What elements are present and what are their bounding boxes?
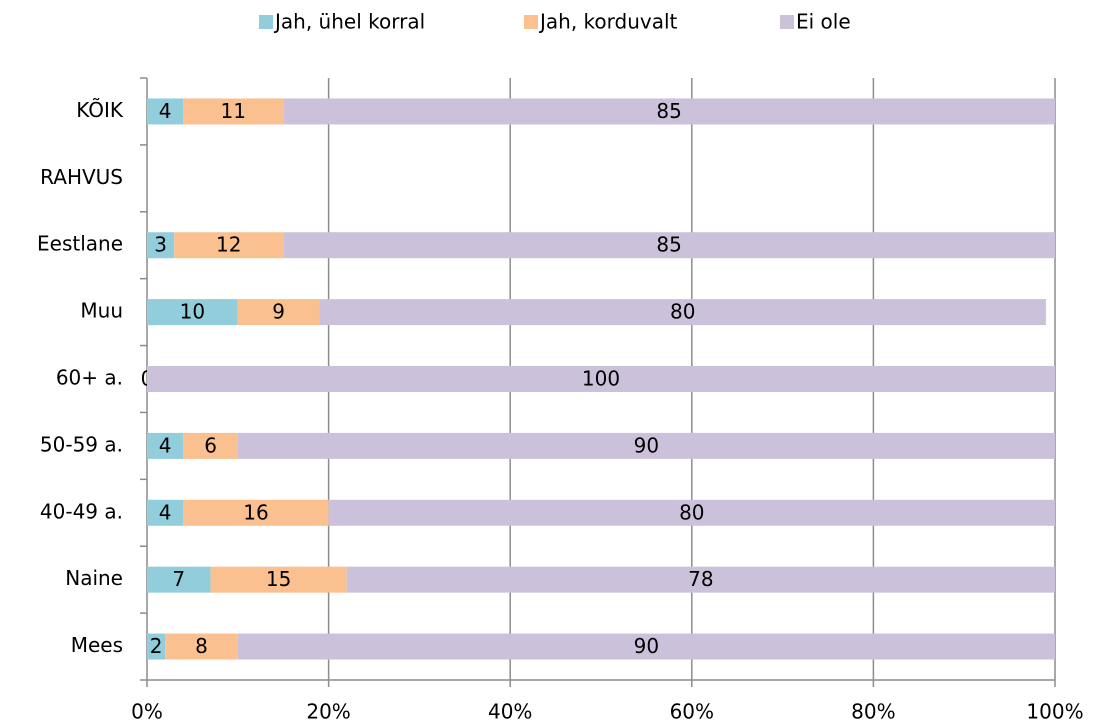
data-label: 10	[180, 300, 205, 324]
legend-label: Jah, ühel korral	[273, 10, 425, 34]
data-label: 85	[656, 99, 681, 123]
data-label: 2	[150, 634, 163, 658]
bar-segment	[147, 366, 1055, 392]
x-tick-label: 40%	[488, 700, 532, 724]
data-label: 100	[582, 367, 620, 391]
data-label: 85	[656, 233, 681, 257]
x-tick-label: 80%	[851, 700, 895, 724]
bar-segment	[237, 633, 1056, 660]
y-tick-label: 60+ a.	[56, 366, 123, 390]
bar-segment	[147, 232, 175, 259]
data-label: 3	[154, 233, 167, 257]
data-label: 4	[159, 500, 172, 524]
data-label: 90	[634, 433, 659, 457]
bar-segment	[147, 432, 184, 459]
data-label: 90	[634, 634, 659, 658]
legend-swatch	[780, 15, 794, 29]
data-label: 80	[679, 500, 704, 524]
bar-segment	[183, 98, 284, 125]
legend-label: Jah, korduvalt	[538, 10, 678, 34]
x-tick-label: 100%	[1026, 700, 1083, 724]
y-tick-label: 50-59 a.	[40, 432, 123, 456]
data-label: 78	[688, 567, 713, 591]
y-tick-label: 40-49 a.	[40, 499, 123, 523]
bar-segment	[183, 499, 329, 526]
data-label: 80	[670, 300, 695, 324]
bar-segment	[346, 566, 1055, 593]
y-tick-label: Naine	[65, 566, 123, 590]
bar-segment	[147, 633, 166, 660]
x-tick-label: 20%	[306, 700, 350, 724]
data-label: 12	[216, 233, 241, 257]
data-label: 16	[243, 500, 268, 524]
bar-segment	[147, 499, 184, 526]
y-tick-label: Muu	[80, 299, 123, 323]
bar-segment	[147, 566, 211, 593]
y-tick-label: Mees	[71, 633, 123, 657]
x-tick-label: 0%	[131, 700, 163, 724]
y-tick-label: RAHVUS	[40, 165, 123, 189]
legend-swatch	[524, 15, 538, 29]
legend-label: Ei ole	[796, 10, 851, 34]
data-label: 15	[266, 567, 291, 591]
bar-segment	[237, 299, 320, 326]
x-tick-label: 60%	[670, 700, 714, 724]
bar-segment	[237, 432, 1056, 459]
legend-swatch	[259, 15, 273, 29]
bar-segment	[328, 499, 1056, 526]
data-label: 4	[159, 99, 172, 123]
data-label: 11	[221, 99, 246, 123]
bar-segment	[174, 232, 284, 259]
y-tick-label: Eestlane	[37, 232, 123, 256]
bar-segment	[165, 633, 238, 660]
bar-segment	[283, 232, 1055, 259]
y-tick-label: KÕIK	[76, 98, 124, 122]
data-label: 6	[204, 433, 217, 457]
data-label: 8	[195, 634, 208, 658]
data-label: 9	[272, 300, 285, 324]
bar-segment	[147, 299, 238, 326]
bar-segment	[283, 98, 1055, 125]
data-label: 4	[159, 433, 172, 457]
bar-segment	[319, 299, 1046, 326]
bar-segment	[147, 98, 184, 125]
bar-segment	[210, 566, 347, 593]
bar-segment	[183, 432, 238, 459]
data-label: 7	[172, 567, 185, 591]
